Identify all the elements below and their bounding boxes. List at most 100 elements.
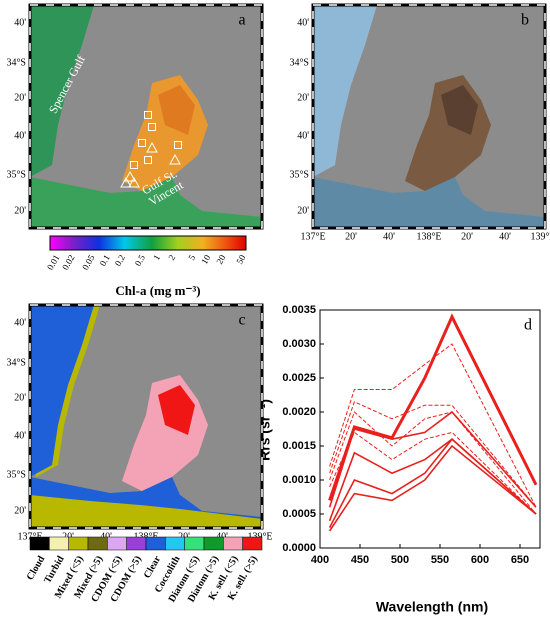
water-spencer xyxy=(30,305,94,477)
class-swatch xyxy=(223,536,243,551)
station-triangle xyxy=(169,153,181,165)
y-tick-label: 0.0030 xyxy=(282,338,316,350)
y-tick-label: 0.0000 xyxy=(282,542,316,554)
lat-label: 35°S xyxy=(6,469,26,480)
water-south xyxy=(313,177,545,228)
lat-label: 20' xyxy=(297,205,309,216)
x-tick-label: 400 xyxy=(311,554,329,566)
station-square xyxy=(130,161,138,169)
colorbar-tick-label: 0.01 xyxy=(45,253,62,272)
lat-label: 35°S xyxy=(6,169,26,180)
lat-label: 40' xyxy=(14,17,26,28)
lon-label: 139°E xyxy=(530,231,550,242)
y-tick-label: 0.0035 xyxy=(282,304,316,316)
station-triangle xyxy=(124,170,136,182)
colorbar-tick-label: 20 xyxy=(214,253,227,266)
station-triangle xyxy=(120,176,132,188)
class-swatch xyxy=(126,536,147,551)
lat-label: 20' xyxy=(14,505,26,516)
y-tick-label: 0.0015 xyxy=(282,440,316,452)
class-swatch xyxy=(184,536,205,551)
colorbar xyxy=(49,235,247,251)
colorbar-tick-label: 5 xyxy=(186,253,197,262)
lon-label: 40' xyxy=(499,231,511,242)
class-swatch xyxy=(49,536,69,551)
map-frame-dash xyxy=(29,304,263,529)
colorbar-tick-label: 2 xyxy=(166,253,177,262)
station-triangle xyxy=(128,176,140,188)
lat-label: 20' xyxy=(14,205,26,216)
colorbar-tick-label: 0.1 xyxy=(98,253,112,268)
x-tick-label: 450 xyxy=(351,554,369,566)
water-ksp xyxy=(441,85,478,135)
lat-label: 40' xyxy=(14,130,26,141)
colorbar-tick-label: 0.5 xyxy=(133,253,148,268)
station-square xyxy=(148,123,156,131)
x-tick-label: 650 xyxy=(511,554,529,566)
station-square xyxy=(174,141,182,149)
x-tick-label: 500 xyxy=(391,554,409,566)
lon-label: 137°E xyxy=(300,231,325,242)
colorbar-tick-label: 0.2 xyxy=(113,253,127,268)
y-tick-label: 0.0025 xyxy=(282,372,316,384)
x-tick-label: 550 xyxy=(431,554,449,566)
y-tick-label: 0.0010 xyxy=(282,474,316,486)
class-swatch xyxy=(165,536,185,551)
class-swatch xyxy=(145,536,166,551)
lat-label: 34°S xyxy=(289,57,309,68)
station-square xyxy=(144,156,152,164)
series-line xyxy=(328,313,538,501)
series-line xyxy=(329,401,537,508)
x-tick-label: 600 xyxy=(471,554,489,566)
station-square xyxy=(144,111,152,119)
lat-label: 34°S xyxy=(6,57,26,68)
y-tick-label: 0.0020 xyxy=(282,406,316,418)
water-ksp xyxy=(158,85,195,135)
lat-label: 20' xyxy=(14,92,26,103)
series-line xyxy=(328,438,537,528)
lon-label: 40' xyxy=(383,231,395,242)
colorbar-label: Chl-a (mg m⁻³) xyxy=(115,283,200,298)
lat-label: 20' xyxy=(297,92,309,103)
south-band xyxy=(30,495,262,528)
series-line xyxy=(328,438,537,522)
station-triangle xyxy=(146,141,158,153)
series-line xyxy=(328,444,537,532)
panel-letter: a xyxy=(238,12,245,29)
water-spencer xyxy=(30,5,94,177)
panel-letter: c xyxy=(238,312,245,329)
colorbar-tick-label: 0.05 xyxy=(80,253,97,272)
map-frame-dash xyxy=(29,4,263,229)
plot-frame xyxy=(319,309,541,549)
panel-letter: d xyxy=(524,317,532,334)
lat-label: 40' xyxy=(14,317,26,328)
class-swatch xyxy=(203,536,224,551)
water-ksp xyxy=(158,385,195,435)
series-line xyxy=(329,411,537,515)
class-swatch xyxy=(68,536,89,551)
lon-label: 20' xyxy=(461,231,473,242)
lat-label: 40' xyxy=(297,17,309,28)
map-panel: b 40' 34°S 20' 40' 35°S 20' 137°E 20' 40' 138°E 20'… xyxy=(289,3,550,242)
series-line xyxy=(329,343,537,508)
colorbar-tick-label: 0.02 xyxy=(60,253,77,272)
lon-label: 138°E xyxy=(416,231,441,242)
map-panel: c40'34°S20'40'35°S20'137°E20'40'138°E20'… xyxy=(6,303,273,542)
x-axis-label: Wavelength (nm) xyxy=(376,599,488,615)
water-spencer xyxy=(313,5,377,177)
class-swatch xyxy=(107,536,127,551)
lat-label: 40' xyxy=(297,130,309,141)
map-frame-dash xyxy=(312,4,546,229)
colorbar-tick-label: 1 xyxy=(151,253,162,262)
colorbar-tick-label: 10 xyxy=(199,253,212,266)
class-swatch xyxy=(87,536,108,551)
class-swatch xyxy=(29,536,50,551)
lat-label: 40' xyxy=(14,430,26,441)
station-square xyxy=(138,139,146,147)
lon-label: 20' xyxy=(345,231,357,242)
panel-letter: b xyxy=(521,12,529,29)
series-line xyxy=(328,410,537,508)
water-south xyxy=(30,177,262,228)
